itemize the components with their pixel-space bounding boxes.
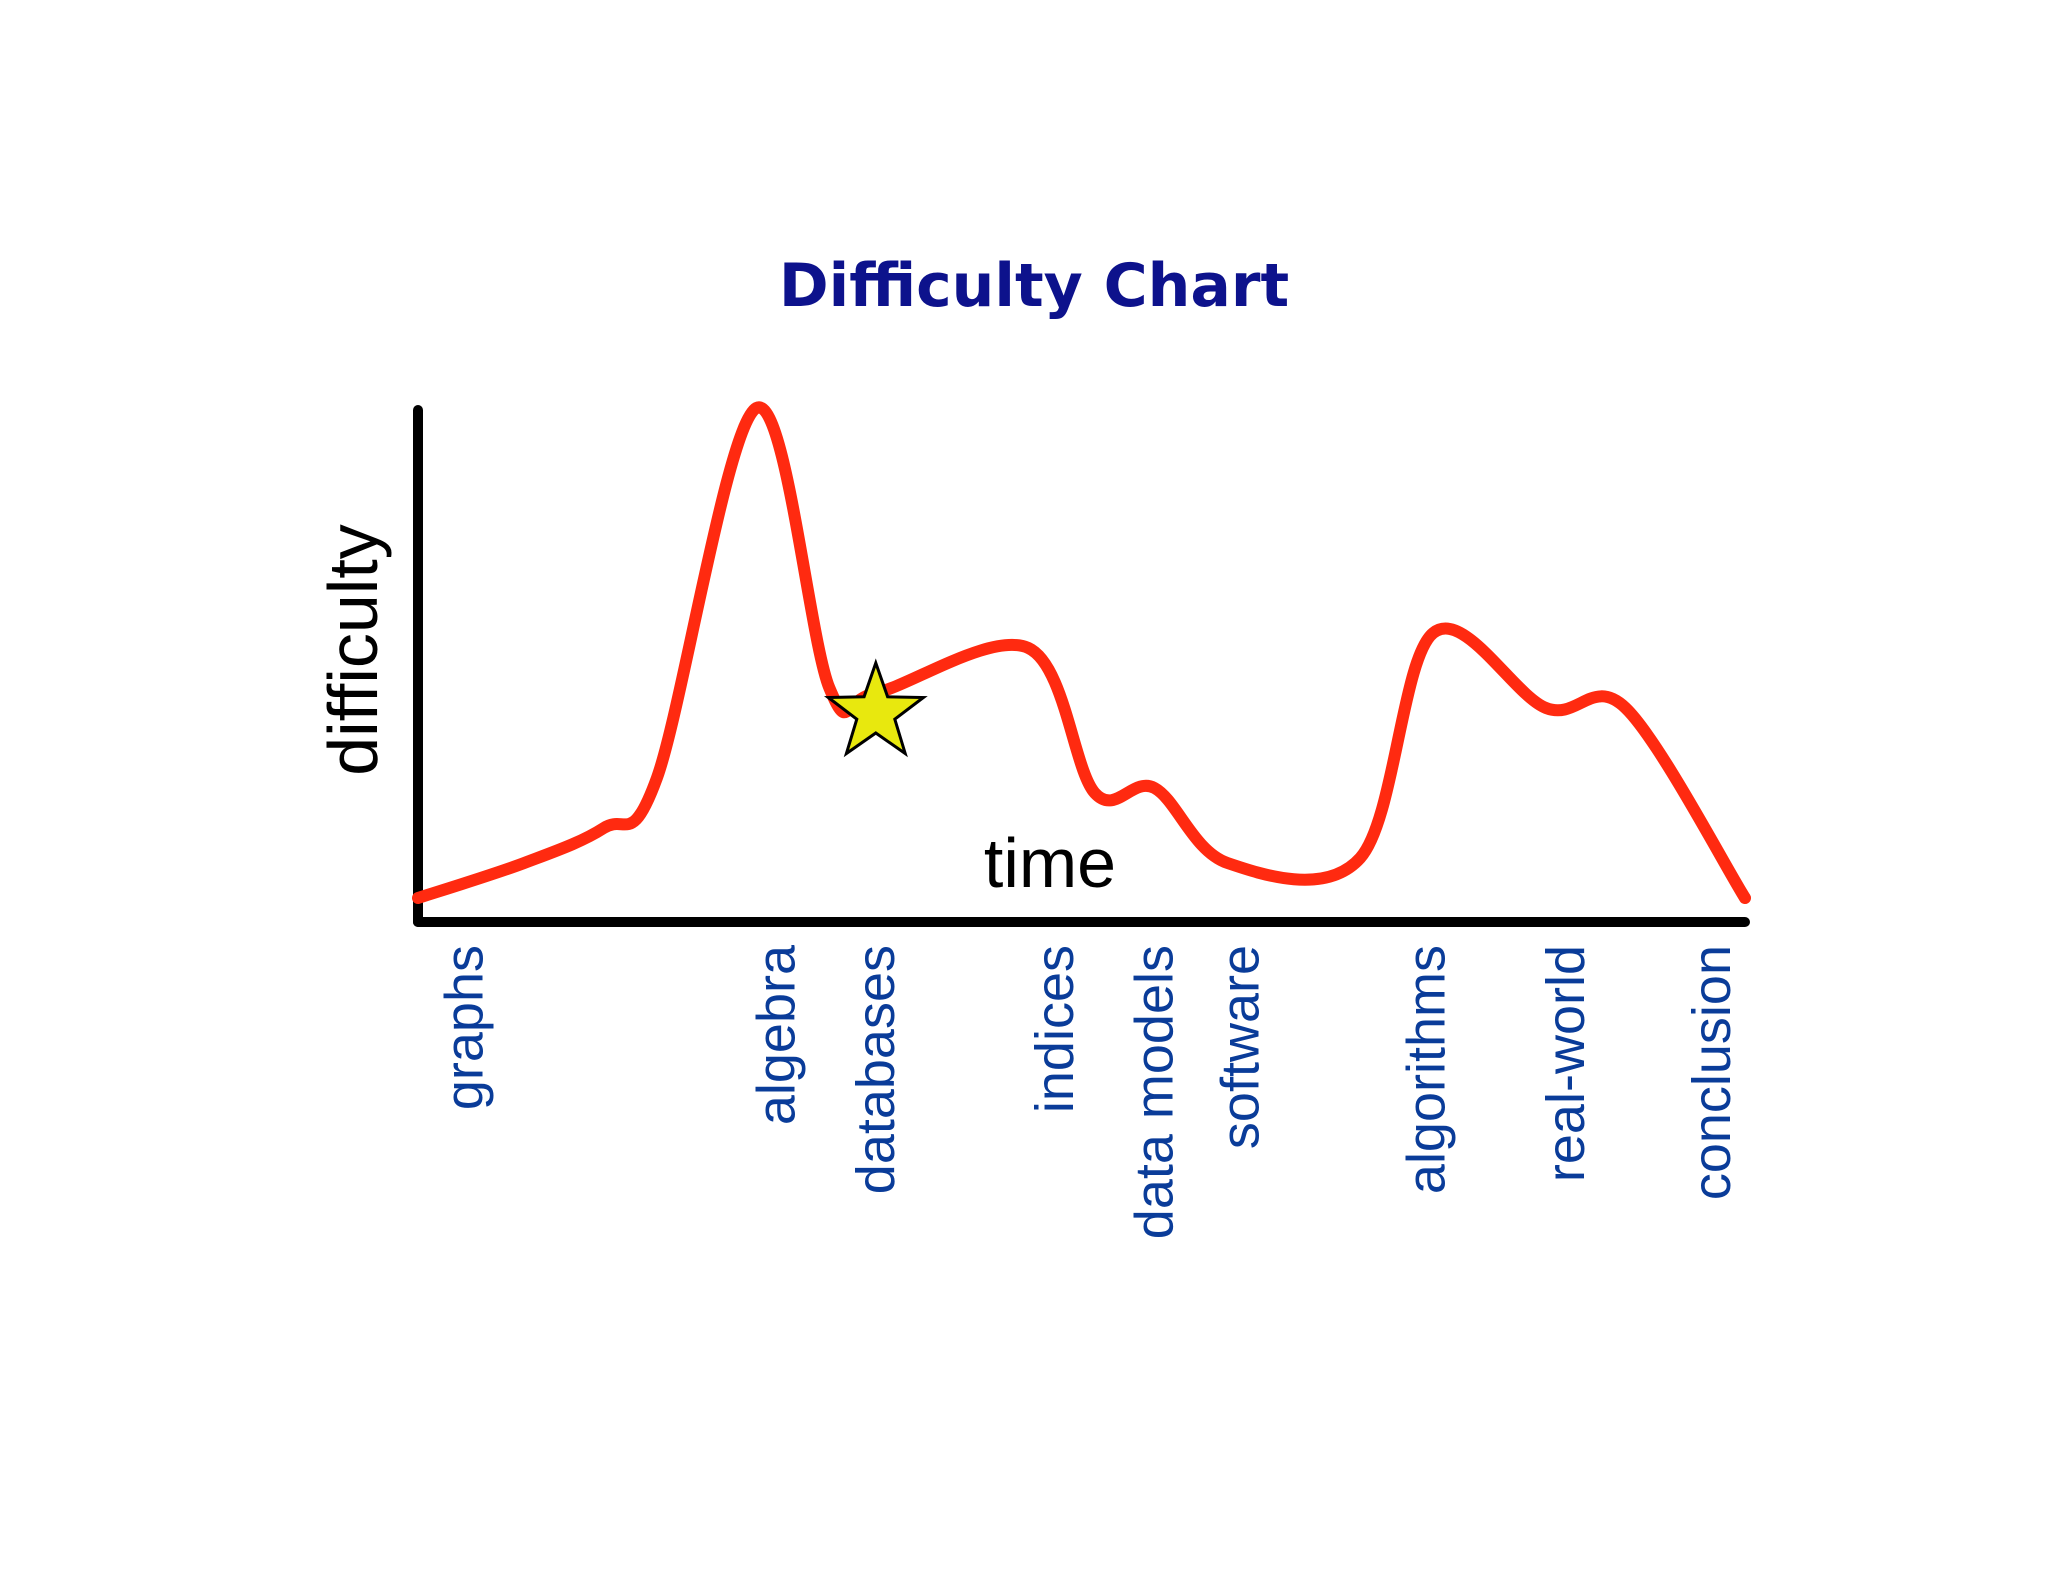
tick-label-graphs: graphs (434, 945, 494, 1110)
tick-label-data-models: data models (1125, 945, 1185, 1239)
tick-label-algorithms: algorithms (1397, 945, 1457, 1194)
tick-label-algebra: algebra (746, 944, 806, 1125)
tick-label-indices: indices (1025, 945, 1085, 1113)
star-marker-icon (823, 658, 928, 758)
tick-label-databases: databases (846, 945, 906, 1194)
topic-tick-labels: graphs algebra databases indices data models… (434, 944, 1741, 1239)
x-axis-label: time (984, 824, 1116, 902)
tick-label-software: software (1211, 945, 1271, 1149)
difficulty-curve (412, 401, 1751, 904)
tick-label-conclusion: conclusion (1682, 945, 1742, 1200)
y-axis-label: difficulty (314, 524, 392, 776)
tick-label-real-world: real-world (1536, 945, 1596, 1182)
chart-title: Difficulty Chart (779, 251, 1289, 321)
